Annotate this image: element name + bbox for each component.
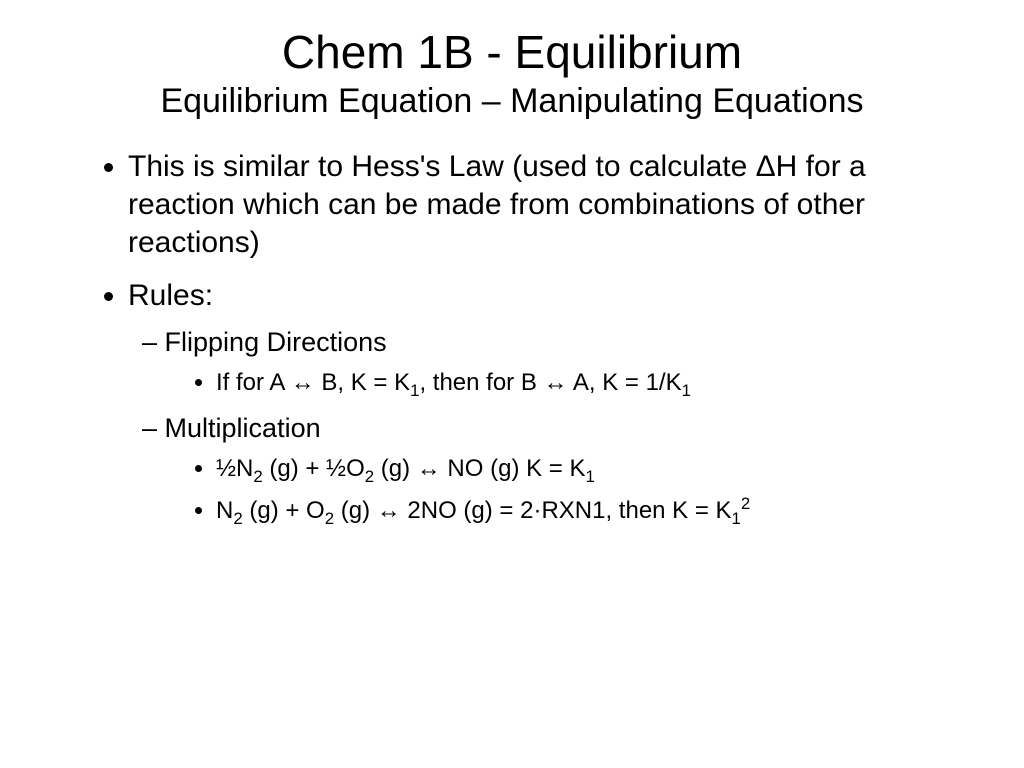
subscript: 1 (682, 381, 691, 400)
text-fragment: NO (g) K = K (441, 455, 586, 482)
text-fragment: Flipping Directions (165, 327, 387, 357)
bullet-item-flipping: Flipping Directions If for A ↔ B, K = K 1… (168, 325, 964, 401)
arrow-symbol: ↔ (417, 455, 441, 482)
bullet-item-multiplication: Multiplication ½N2 (g) + ½O2 (g) ↔ NO (g… (168, 411, 964, 529)
bullet-list-level2: Flipping Directions If for A ↔ B, K = K 1… (128, 325, 964, 529)
text-fragment: (g) + ½O (263, 455, 365, 482)
arrow-symbol: ↔ (544, 369, 568, 396)
delta-symbol: Δ (756, 150, 776, 183)
subscript: 1 (585, 466, 594, 485)
arrow-symbol: ↔ (291, 369, 315, 396)
bullet-item-rules: Rules: Flipping Directions If for A ↔ B,… (128, 277, 964, 529)
text-fragment: Multiplication (165, 413, 321, 443)
subscript: 1 (732, 509, 741, 528)
bullet-item-mult-eq1: ½N2 (g) + ½O2 (g) ↔ NO (g) K = K1 (216, 454, 964, 487)
text-fragment: (g) (334, 497, 377, 524)
bullet-list-level3: If for A ↔ B, K = K 1 , then for B ↔ A, K … (168, 368, 964, 401)
text-fragment: Rules: (128, 279, 213, 312)
slide-container: Chem 1B - Equilibrium Equilibrium Equati… (0, 0, 1024, 768)
subscript: 2 (233, 509, 242, 528)
bullet-item-mult-eq2: N2 (g) + O2 (g) ↔ 2NO (g) = 2·RXN1, then… (216, 493, 964, 529)
text-fragment: (g) + O (243, 497, 325, 524)
slide-subtitle: Equilibrium Equation – Manipulating Equa… (60, 81, 964, 122)
bullet-list-level1: This is similar to Hess's Law (used to c… (60, 148, 964, 530)
text-fragment: (g) (374, 455, 417, 482)
subscript: 2 (365, 466, 374, 485)
text-fragment: If for A (216, 369, 291, 396)
slide-title: Chem 1B - Equilibrium (60, 26, 964, 79)
text-fragment: 2NO (g) = 2·RXN1, then K = K (401, 497, 732, 524)
subscript: 2 (253, 466, 262, 485)
text-fragment: B, K = K (315, 369, 410, 396)
text-fragment: This is similar to Hess's Law (used to c… (128, 150, 756, 183)
subscript: 2 (325, 509, 334, 528)
bullet-item-flip-rule: If for A ↔ B, K = K 1 , then for B ↔ A, K … (216, 368, 964, 401)
superscript: 2 (741, 494, 750, 513)
text-fragment: A, K = 1/K (568, 369, 682, 396)
text-fragment: , then for B (419, 369, 543, 396)
bullet-item-hess-law: This is similar to Hess's Law (used to c… (128, 148, 964, 263)
bullet-list-level3: ½N2 (g) + ½O2 (g) ↔ NO (g) K = K1 N2 (g)… (168, 454, 964, 530)
text-fragment: ½N (216, 455, 253, 482)
arrow-symbol: ↔ (377, 497, 401, 524)
text-fragment: N (216, 497, 233, 524)
